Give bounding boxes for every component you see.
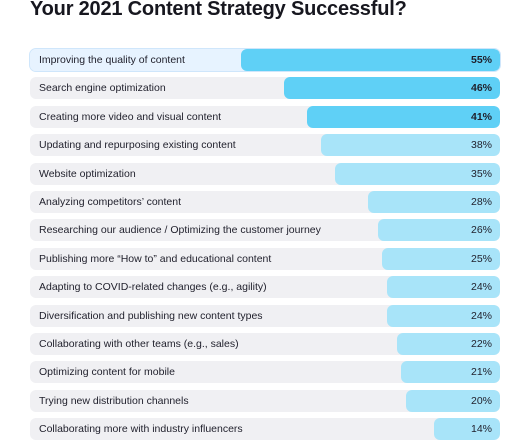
- category-label: Diversification and publishing new conte…: [39, 309, 263, 322]
- value-label: 14%: [470, 423, 492, 436]
- bar: [307, 105, 500, 128]
- bar: [406, 389, 500, 412]
- category-label: Researching our audience / Optimizing th…: [39, 224, 321, 237]
- bar: [368, 190, 500, 213]
- value-label: 21%: [470, 366, 492, 379]
- bar: [241, 49, 500, 71]
- bar: [401, 361, 500, 384]
- category-label: Optimizing content for mobile: [39, 366, 175, 379]
- bar-row: Diversification and publishing new conte…: [30, 304, 500, 327]
- category-label: Publishing more “How to” and educational…: [39, 252, 272, 265]
- value-label: 20%: [470, 394, 492, 407]
- category-label: Collaborating with other teams (e.g., sa…: [39, 337, 239, 350]
- value-label: 22%: [470, 337, 492, 350]
- category-label: Collaborating more with industry influen…: [39, 423, 243, 436]
- bar-row: Search engine optimization 46%: [30, 77, 500, 100]
- bar: [284, 77, 500, 100]
- category-label: Creating more video and visual content: [39, 110, 222, 123]
- bar-row: Improving the quality of content 55%: [29, 48, 501, 72]
- chart-title: Your 2021 Content Strategy Successful?: [30, 0, 407, 20]
- category-label: Search engine optimization: [39, 82, 166, 95]
- category-label: Updating and repurposing existing conten…: [39, 139, 236, 152]
- value-label: 24%: [470, 309, 492, 322]
- bar: [335, 162, 500, 185]
- bar: [397, 332, 500, 355]
- bar: [387, 304, 500, 327]
- bar: [378, 219, 500, 242]
- bar: [434, 418, 500, 441]
- bar-row: Creating more video and visual content 41…: [30, 105, 500, 128]
- bar: [321, 134, 500, 157]
- bar-row: Collaborating more with industry influen…: [30, 418, 500, 441]
- bar: [382, 247, 500, 270]
- value-label: 41%: [470, 110, 492, 123]
- bar-row: Trying new distribution channels 20%: [30, 389, 500, 412]
- value-label: 26%: [470, 224, 492, 237]
- category-label: Analyzing competitors’ content: [39, 195, 182, 208]
- bar-row: Website optimization 35%: [30, 162, 500, 185]
- bar: [387, 276, 500, 299]
- bar-rows: Improving the quality of content 55% Searc…: [29, 48, 501, 446]
- bar-row: Publishing more “How to” and educational…: [30, 247, 500, 270]
- bar-row: Analyzing competitors’ content 28%: [30, 190, 500, 213]
- category-label: Website optimization: [39, 167, 136, 180]
- bar-row: Adapting to COVID-related changes (e.g.,…: [30, 276, 500, 299]
- value-label: 25%: [470, 252, 492, 265]
- category-label: Improving the quality of content: [39, 54, 185, 66]
- category-label: Trying new distribution channels: [39, 394, 189, 407]
- value-label: 24%: [470, 281, 492, 294]
- value-label: 46%: [470, 82, 492, 95]
- bar-row: Optimizing content for mobile 21%: [30, 361, 500, 384]
- category-label: Adapting to COVID-related changes (e.g.,…: [39, 281, 267, 294]
- value-label: 38%: [470, 139, 492, 152]
- bar-row: Updating and repurposing existing conten…: [30, 134, 500, 157]
- value-label: 28%: [470, 195, 492, 208]
- value-label: 35%: [470, 167, 492, 180]
- bar-row: Collaborating with other teams (e.g., sa…: [30, 332, 500, 355]
- value-label: 55%: [470, 54, 492, 66]
- bar-row: Researching our audience / Optimizing th…: [30, 219, 500, 242]
